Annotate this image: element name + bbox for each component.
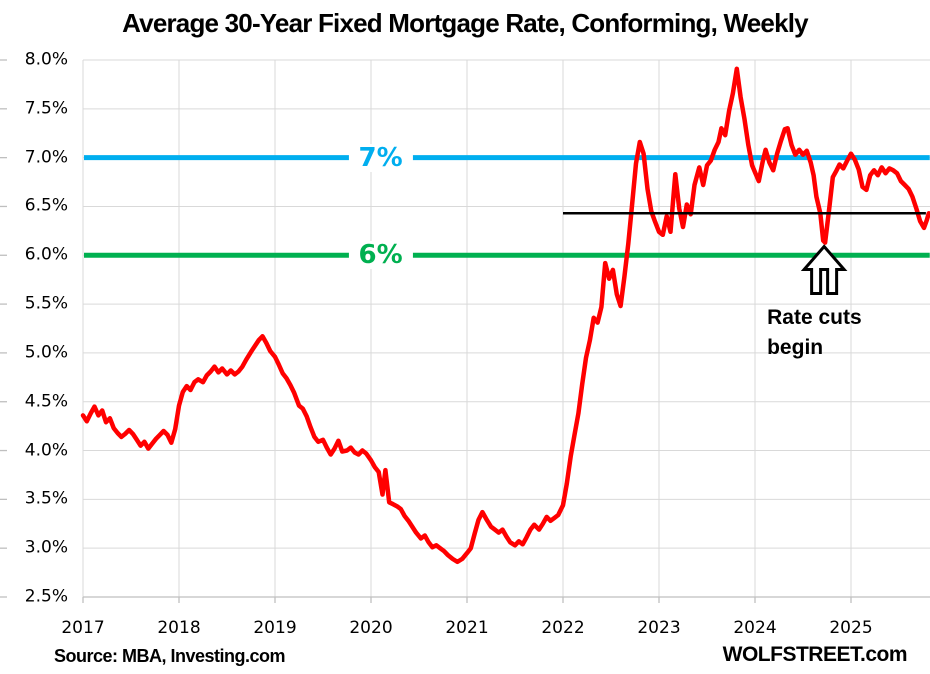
y-tick-label: 6.0% xyxy=(24,244,68,265)
x-tick-label: 2020 xyxy=(349,618,393,638)
x-tick-label: 2017 xyxy=(61,618,105,638)
x-tick-label: 2023 xyxy=(637,618,681,638)
x-tick-label: 2025 xyxy=(829,618,873,638)
x-tick-label: 2022 xyxy=(541,618,585,638)
reference-label-6pct: 6% xyxy=(348,241,413,270)
up-arrow-icon xyxy=(800,244,848,296)
reference-label-7pct: 7% xyxy=(348,143,413,172)
x-tick-label: 2018 xyxy=(157,618,201,638)
x-tick-label: 2024 xyxy=(733,618,777,638)
chart-title: Average 30-Year Fixed Mortgage Rate, Con… xyxy=(122,8,808,38)
y-tick-label: 5.5% xyxy=(24,293,68,314)
y-tick-label: 4.5% xyxy=(24,391,68,412)
x-tick-label: 2021 xyxy=(445,618,489,638)
source-credit: Source: MBA, Investing.com xyxy=(54,646,286,666)
y-tick-label: 2.5% xyxy=(24,586,68,607)
y-tick-label: 3.0% xyxy=(24,537,68,558)
rate-series-line xyxy=(80,66,930,565)
y-tick-label: 7.0% xyxy=(24,147,68,168)
rate-cuts-annotation: Rate cuts begin xyxy=(767,305,862,359)
y-tick-label: 4.0% xyxy=(24,440,68,461)
y-tick-label: 5.0% xyxy=(24,342,68,363)
brand-watermark: WOLFSTREET.com xyxy=(722,643,908,666)
x-tick-label: 2019 xyxy=(253,618,297,638)
y-tick-label: 3.5% xyxy=(24,488,68,509)
y-tick-label: 8.0% xyxy=(24,49,68,70)
y-tick-label: 7.5% xyxy=(24,98,68,119)
y-tick-label: 6.5% xyxy=(24,195,68,216)
